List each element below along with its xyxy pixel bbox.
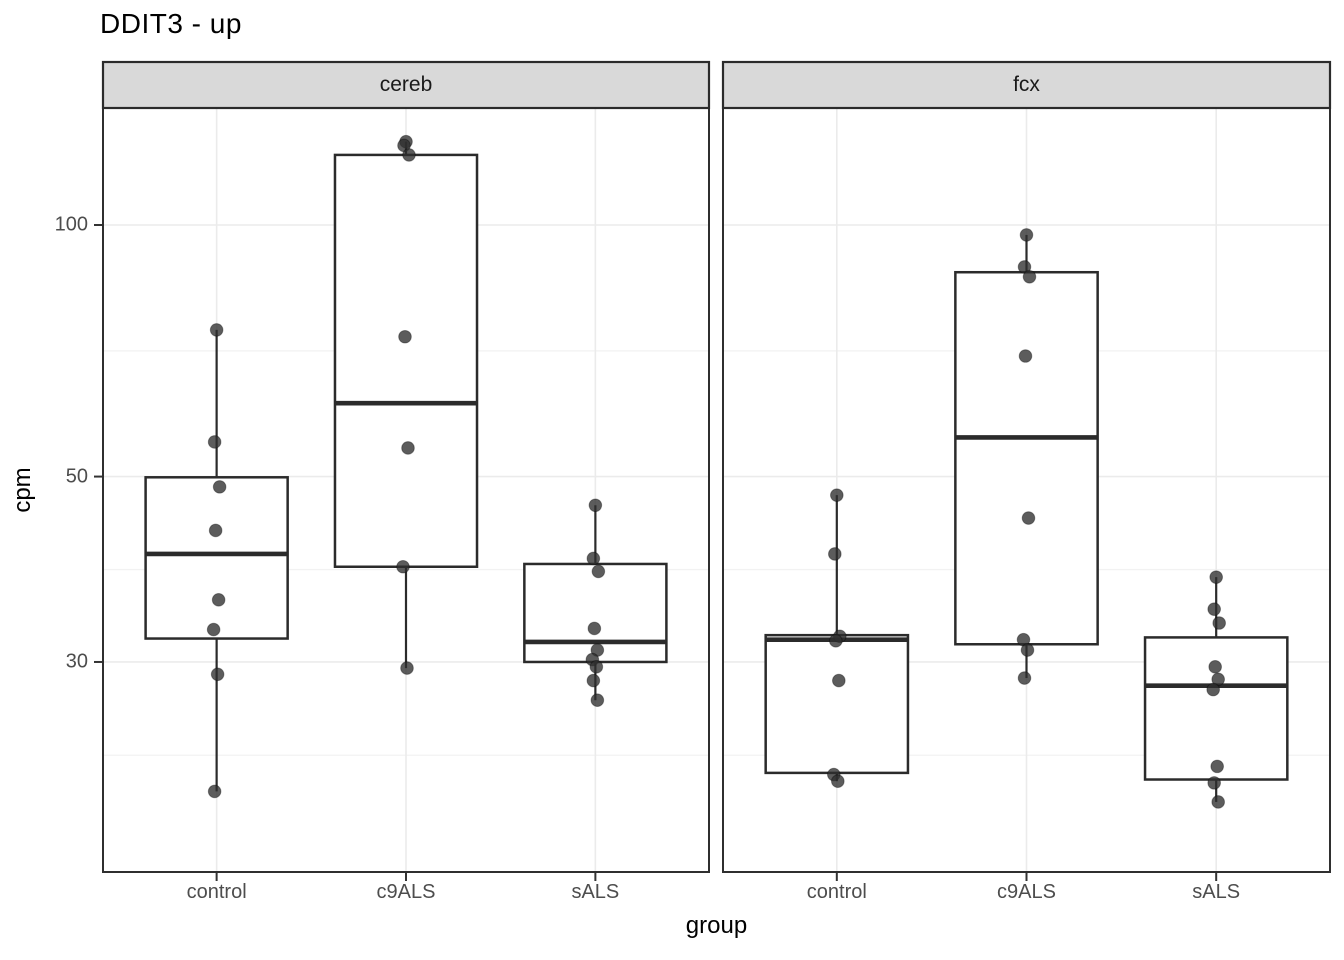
jitter-point: [208, 523, 223, 538]
facet-strip-label-fcx: fcx: [1013, 73, 1040, 96]
x-tick-label-control: control: [186, 881, 247, 903]
jitter-point: [1019, 228, 1034, 242]
x-tick-label-c9ALS: c9ALS: [997, 881, 1056, 903]
jitter-point: [1021, 511, 1036, 525]
jitter-point: [1212, 616, 1226, 630]
jitter-point: [211, 593, 226, 607]
jitter-point: [1017, 671, 1032, 685]
x-tick-label-sALS: sALS: [1192, 881, 1241, 903]
jitter-point: [398, 329, 412, 344]
jitter-point: [589, 660, 604, 674]
jitter-point: [1207, 776, 1221, 790]
facet-strip: [101, 60, 711, 110]
boxplot-box: [1143, 636, 1289, 781]
y-tick-label-100: 100: [54, 213, 88, 236]
jitter-point: [402, 148, 416, 162]
jitter-point: [591, 564, 606, 579]
jitter-point: [586, 551, 601, 566]
jitter-point: [586, 673, 601, 688]
jitter-point: [1211, 795, 1225, 809]
jitter-point: [1209, 570, 1223, 584]
facet-strip-label-cereb: cereb: [379, 73, 433, 96]
jitter-point: [209, 323, 224, 337]
y-tick-label-30: 30: [65, 650, 88, 673]
jitter-point: [1210, 759, 1224, 774]
chart-title: DDIT3 - up: [100, 8, 242, 39]
jitter-point: [207, 435, 222, 449]
jitter-point: [1206, 682, 1220, 697]
jitter-point: [831, 774, 845, 788]
y-tick-label-50: 50: [65, 465, 88, 488]
boxplot-box: [333, 153, 479, 568]
jitter-point: [829, 634, 843, 648]
jitter-point: [832, 673, 846, 688]
jitter-point: [1211, 672, 1225, 687]
jitter-point: [1018, 349, 1033, 363]
y-axis-title: cpm: [9, 467, 36, 513]
jitter-point: [210, 667, 225, 682]
jitter-point: [1022, 269, 1037, 284]
x-axis-title: group: [685, 912, 748, 939]
jitter-point: [207, 784, 222, 799]
facet-strip: [721, 60, 1332, 110]
jitter-point: [588, 498, 603, 513]
boxplot-box: [144, 476, 289, 640]
jitter-point: [400, 661, 414, 675]
jitter-point: [206, 622, 221, 637]
jitter-point: [401, 441, 415, 455]
jitter-point: [212, 480, 227, 494]
x-tick-label-c9ALS: c9ALS: [376, 881, 436, 903]
jitter-point: [396, 559, 410, 574]
jitter-point: [587, 621, 602, 636]
jitter-point: [590, 693, 605, 708]
boxplot-box: [764, 633, 910, 775]
jitter-point: [830, 488, 844, 502]
jitter-point: [1208, 660, 1222, 674]
x-tick-label-sALS: sALS: [571, 881, 620, 903]
jitter-point: [828, 547, 842, 561]
jitter-point: [1207, 602, 1221, 616]
x-tick-label-control: control: [806, 881, 867, 903]
jitter-point: [1020, 643, 1035, 657]
boxplot-box: [954, 270, 1099, 646]
